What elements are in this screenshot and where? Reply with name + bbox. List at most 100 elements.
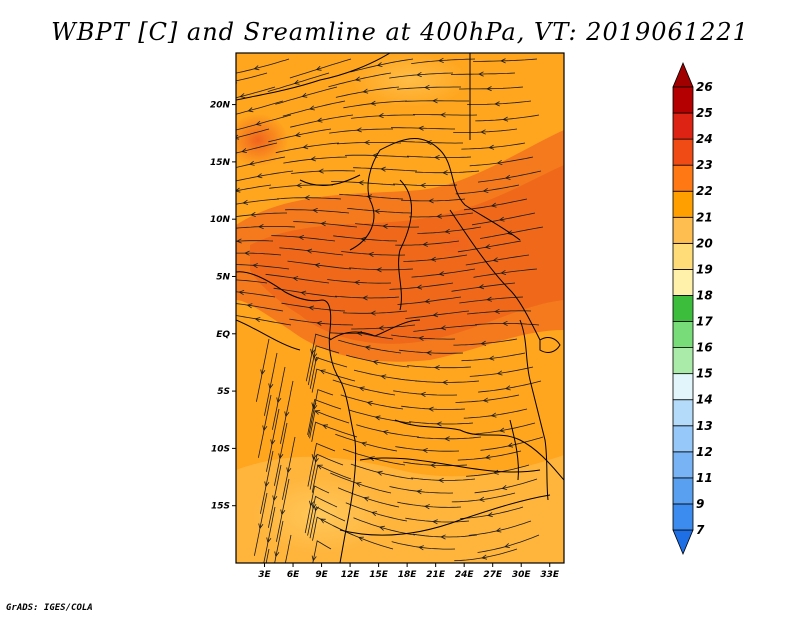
- streamline: [461, 352, 526, 362]
- streamline: [274, 520, 284, 563]
- streamline-arrow: [309, 500, 315, 507]
- streamline-arrow: [480, 340, 487, 346]
- lat-label: 15N: [210, 158, 231, 168]
- streamline-arrow: [358, 536, 364, 542]
- streamline: [277, 197, 342, 200]
- streamline: [236, 72, 268, 82]
- streamline-arrow: [482, 397, 489, 403]
- streamline-arrow: [440, 112, 446, 118]
- lon-label: 9E: [315, 570, 328, 580]
- streamline-arrow: [310, 156, 316, 162]
- streamline: [236, 100, 284, 115]
- lon-label: 27E: [483, 570, 503, 580]
- streamline: [236, 128, 270, 139]
- streamline-arrow: [376, 470, 383, 476]
- streamline: [465, 254, 530, 266]
- streamline-arrow: [312, 207, 318, 213]
- streamline-arrow: [500, 269, 507, 275]
- streamline: [353, 517, 416, 536]
- streamline-arrow: [478, 284, 485, 290]
- wbpt-hotspot-nw: [236, 114, 288, 166]
- streamline: [413, 324, 478, 332]
- streamline-arrow: [293, 79, 300, 85]
- streamline-arrow: [366, 400, 373, 406]
- streamline-arrow: [302, 144, 309, 150]
- wbpt-band-23: [250, 165, 564, 344]
- streamline: [290, 114, 354, 128]
- streamline-arrow: [507, 442, 514, 448]
- lon-label: 6E: [287, 570, 300, 580]
- streamline: [332, 379, 396, 396]
- streamline-arrow: [428, 406, 434, 412]
- lon-label: 21E: [426, 570, 446, 580]
- streamline-arrow: [440, 534, 446, 540]
- colorbar-label: 24: [696, 132, 713, 146]
- streamline-arrow: [504, 543, 510, 548]
- lon-label: 30E: [512, 570, 532, 580]
- streamline: [268, 128, 332, 143]
- streamline: [351, 114, 415, 119]
- streamline-arrow: [274, 551, 280, 558]
- streamline-arrow: [444, 228, 451, 234]
- streamline-arrow: [380, 166, 386, 172]
- streamline: [311, 464, 352, 493]
- streamline: [236, 291, 276, 298]
- streamline: [236, 58, 290, 74]
- streamline: [391, 127, 455, 130]
- streamline: [264, 352, 278, 416]
- colorbar-label: 7: [696, 523, 705, 537]
- streamline: [406, 155, 472, 158]
- streamline: [389, 282, 454, 290]
- streamline: [405, 310, 470, 319]
- streamline-arrow: [362, 88, 369, 94]
- streamline: [474, 478, 538, 494]
- streamline-arrow: [380, 374, 387, 380]
- streamline-arrow: [502, 320, 508, 326]
- streamline-arrow: [496, 159, 503, 165]
- streamline-arrow: [424, 84, 430, 90]
- streamline: [293, 221, 358, 228]
- streamline-arrow: [434, 154, 440, 160]
- streamline-arrow: [424, 504, 430, 510]
- colorbar-label: 13: [696, 419, 713, 433]
- streamline-arrow: [258, 523, 264, 530]
- streamline: [327, 279, 392, 284]
- streamline-arrow: [361, 441, 367, 447]
- streamline-arrow: [236, 134, 240, 140]
- colorbar-label: 17: [696, 315, 713, 329]
- streamline: [236, 303, 284, 312]
- streamline-arrow: [308, 305, 315, 311]
- lat-label: 5S: [217, 387, 230, 397]
- streamline: [346, 354, 410, 368]
- streamline-arrow: [356, 127, 362, 133]
- streamline-arrow: [438, 477, 444, 483]
- streamline-arrow: [364, 139, 370, 145]
- streamline-arrow: [292, 276, 299, 282]
- streamline: [350, 58, 414, 73]
- streamline: [236, 315, 292, 326]
- streamline: [391, 541, 456, 550]
- streamline: [338, 339, 402, 354]
- streamline: [307, 442, 336, 487]
- streamline-arrow: [488, 144, 495, 150]
- streamline-arrow: [426, 350, 432, 356]
- streamline: [411, 268, 476, 278]
- streamline-arrow: [371, 511, 378, 517]
- streamline: [307, 345, 340, 386]
- streamline-arrow: [430, 256, 437, 262]
- streamline-arrow: [242, 199, 249, 205]
- streamline-arrow: [498, 216, 505, 222]
- colorbar-swatch: [672, 190, 694, 218]
- streamline-arrow: [484, 454, 491, 460]
- streamline: [271, 235, 336, 242]
- streamline-arrow: [424, 298, 431, 304]
- colorbar-label: 12: [696, 445, 713, 459]
- lon-label: 15E: [369, 570, 389, 580]
- streamline-arrow: [440, 325, 447, 331]
- streamline-arrow: [366, 194, 372, 200]
- streamline-arrow: [256, 173, 263, 179]
- streamline: [417, 226, 482, 234]
- colorbar-label: 9: [696, 497, 704, 511]
- streamline: [236, 170, 294, 182]
- streamline-arrow: [374, 415, 381, 421]
